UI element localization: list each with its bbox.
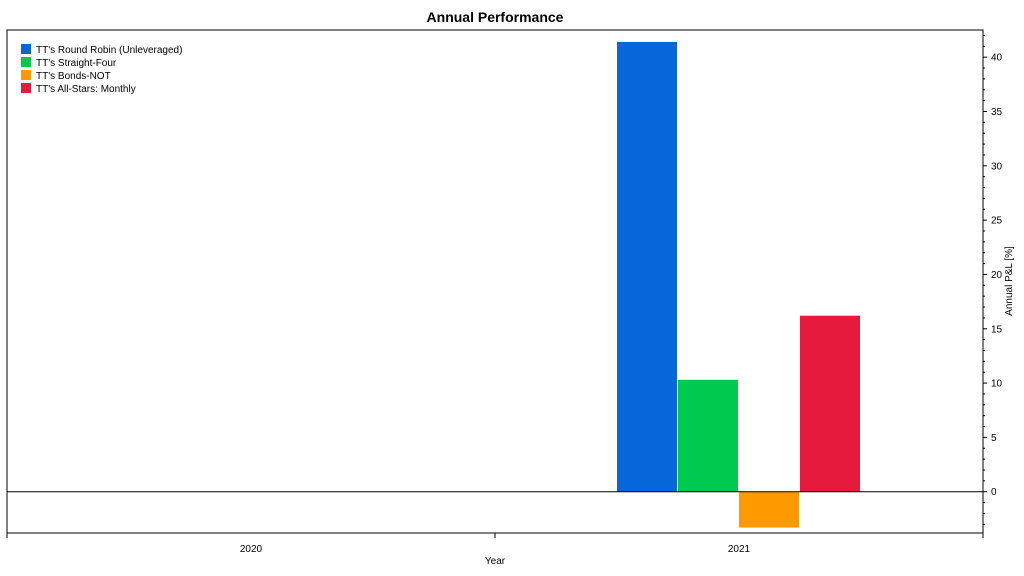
legend: TT's Round Robin (Unleveraged) TT's Strai… [21, 44, 182, 95]
legend-swatch [21, 83, 31, 93]
y-tick-label: 30 [991, 161, 1003, 172]
legend-label: TT's Straight-Four [36, 58, 117, 69]
bar [617, 41, 677, 492]
y-tick-label: 20 [991, 270, 1003, 281]
legend-swatch [21, 44, 31, 54]
legend-label: TT's Bonds-NOT [36, 71, 111, 82]
legend-swatch [21, 70, 31, 80]
legend-label: TT's Round Robin (Unleveraged) [36, 45, 182, 56]
bars-group [617, 41, 860, 528]
y-tick-label: 15 [991, 324, 1003, 335]
chart-title: Annual Performance [427, 9, 564, 25]
bar [800, 315, 860, 492]
y-axis-title: Annual P&L [%] [1004, 246, 1015, 316]
x-axis: 2020 2021 [6, 533, 984, 555]
x-tick-label: 2020 [240, 544, 263, 555]
y-axis: 0 5 10 15 20 25 30 35 40 [983, 34, 1003, 525]
y-tick-label: 5 [991, 433, 997, 444]
y-tick-label: 10 [991, 379, 1003, 390]
x-axis-title: Year [485, 556, 506, 567]
legend-label: TT's All-Stars: Monthly [36, 84, 136, 95]
bar [739, 491, 799, 528]
x-tick-label: 2021 [728, 544, 751, 555]
y-tick-label: 25 [991, 216, 1003, 227]
bar [678, 379, 738, 492]
y-tick-label: 35 [991, 107, 1003, 118]
legend-swatch [21, 57, 31, 67]
y-tick-label: 0 [991, 487, 997, 498]
y-tick-label: 40 [991, 53, 1003, 64]
